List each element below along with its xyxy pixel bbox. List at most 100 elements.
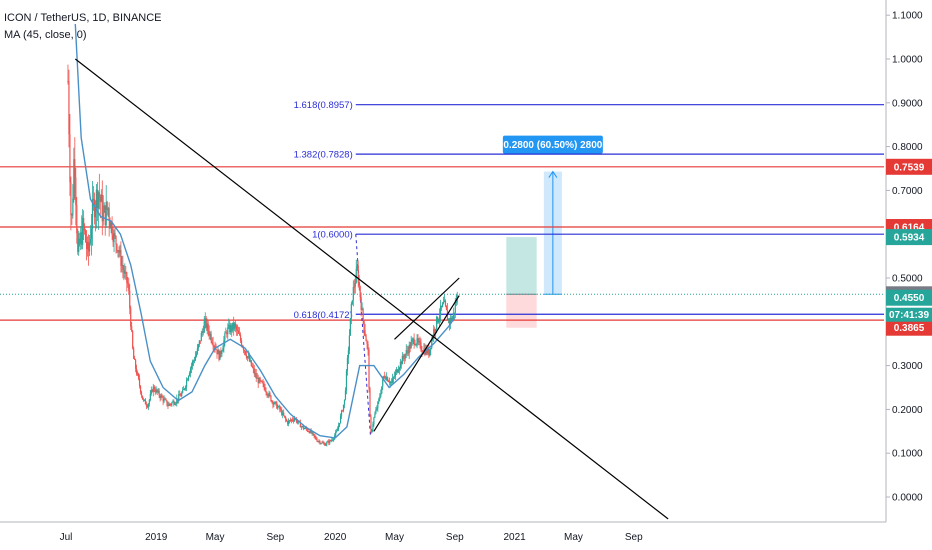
measure-badge[interactable] [502,135,603,154]
symbol-title[interactable]: ICON / TetherUS, 1D, BINANCE [4,12,162,24]
candle-down [169,403,171,405]
candle-down [257,377,259,384]
candle-down [440,305,443,307]
candle-down [369,388,371,417]
candle-down [164,398,166,400]
price-badge[interactable] [886,289,932,306]
candle-up [155,389,157,393]
candle-down [279,406,281,410]
candle-up [290,419,293,421]
measure-tool[interactable]: 0.2800 (60.50%) 2800 [502,135,603,295]
candle-down [153,386,155,391]
candle-up [91,199,94,229]
candle-up [195,353,198,357]
candle-up [416,338,418,345]
position-stop-zone[interactable] [506,294,537,328]
candle-down [409,344,411,349]
candle-up [174,404,176,406]
candle-up [451,318,453,322]
candle-down [276,402,278,409]
candle-up [331,440,333,442]
candle-down [161,395,163,398]
trendlines[interactable] [74,58,669,520]
time-tick-label: May [206,532,225,543]
time-axis[interactable]: Jul 2019 May Sep 2020 May Sep 2021 May Sep [0,521,886,543]
candle-down [87,241,90,252]
candle-down [244,350,247,355]
candle-down [387,377,389,382]
candle-up [411,339,413,342]
candle-down [99,196,101,202]
candle-up [439,305,442,316]
candle-down [307,430,309,432]
candle-down [341,410,344,412]
candle-up [373,417,375,425]
candle-up [181,392,183,396]
long-position-tool[interactable] [506,237,537,328]
candle-up [334,435,336,439]
candle-up [327,441,329,443]
candle-down [250,360,252,367]
candle-up [227,327,229,335]
price-axis[interactable]: 1.10001.00000.90000.80000.70000.60000.50… [885,0,932,522]
candle-down [248,356,250,362]
candle-up [203,321,205,333]
candle-up [389,381,392,383]
fib-anchor-line [355,234,371,436]
candle-down [313,433,315,436]
candle-down [76,205,78,234]
candle-up [230,325,232,333]
candle-up [454,302,456,313]
indicator-legend[interactable]: MA (45, close, 0) [4,27,162,44]
price-badge[interactable] [886,319,932,336]
price-tick-label: 0.8000 [892,142,923,153]
trendline[interactable] [373,295,460,432]
candle-up [339,415,342,424]
candle-up [375,409,377,414]
time-tick-label: 2020 [324,532,347,543]
ma-series-line[interactable] [74,23,456,439]
candle-down [162,397,164,402]
price-tick-label: 0.1000 [892,449,923,460]
candle-down [308,431,310,433]
candle-down [396,369,399,373]
candle-up [72,198,74,216]
candle-down [286,419,288,422]
candle-down [114,233,116,237]
candle-down [104,205,106,226]
candle-up [186,379,189,381]
fib-level-label: 1.618(0.8957) [294,100,353,111]
candle-down [445,305,448,310]
candle-down [353,286,355,288]
candle-up [282,412,284,415]
candle-up [183,389,185,391]
trendline[interactable] [74,58,669,520]
candle-up [182,389,184,393]
candle-up [117,250,119,252]
candle-up [332,439,334,441]
candle-down [213,346,215,348]
candle-down [316,439,318,442]
candle-down [145,404,148,406]
candle-up [398,367,401,371]
candle-down [358,282,360,287]
candle-up [335,432,337,436]
price-badge[interactable] [886,158,932,175]
candle-up [92,199,95,201]
trendline[interactable] [394,277,460,340]
candle-down [199,340,201,342]
candle-down [71,214,73,216]
candle-down [205,318,207,329]
candle-down [285,416,287,420]
time-tick-label: May [564,532,583,543]
candle-down [264,387,266,392]
candle-up [157,390,159,392]
price-badge[interactable] [886,229,932,246]
candle-up [347,350,350,358]
candle-up [355,268,357,283]
candle-up [361,308,363,310]
candle-up [102,212,104,222]
position-profit-zone[interactable] [506,237,537,295]
candle-up [354,282,356,287]
